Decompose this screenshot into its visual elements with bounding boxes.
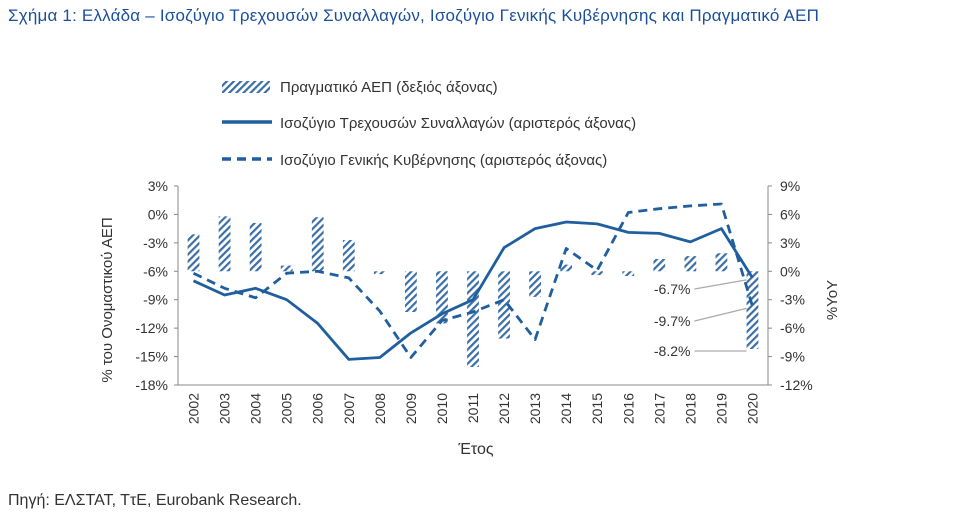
line-series [192, 202, 754, 361]
bar-series [187, 216, 759, 367]
annotation-leader [694, 307, 747, 322]
x-tick-label: 2015 [589, 393, 605, 424]
y-right-tick-label: 3% [780, 235, 800, 251]
x-tick-label: 2018 [682, 393, 698, 424]
chart-svg: Πραγματικό ΑΕΠ (δεξιός άξονας) Ισοζύγιο … [99, 79, 841, 458]
y-right-tick-label: 9% [780, 178, 800, 194]
gdp-bar [560, 264, 573, 272]
x-tick-label: 2012 [496, 393, 512, 424]
gdp-bar [715, 253, 728, 272]
figure-title: Σχήμα 1: Ελλάδα – Ισοζύγιο Τρεχουσών Συν… [8, 6, 820, 25]
gdp-bar [187, 234, 200, 272]
y-left-tick-label: 3% [148, 178, 168, 194]
legend: Πραγματικό ΑΕΠ (δεξιός άξονας) Ισοζύγιο … [222, 79, 636, 169]
annotation-label: -6.7% [654, 281, 691, 297]
annotations: -6.7% -9.7% -8.2% [654, 279, 747, 359]
annotation-label: -9.7% [654, 313, 691, 329]
annotation-label: -8.2% [654, 343, 691, 359]
x-tick-label: 2006 [310, 393, 326, 424]
x-tick-label: 2017 [651, 393, 667, 424]
annotation-leader [694, 279, 747, 290]
x-axis-title: Έτος [457, 441, 494, 458]
gdp-bar [311, 217, 324, 272]
y-left-tick-label: 0% [148, 206, 168, 222]
chart-panel: Πραγματικό ΑΕΠ (δεξιός άξονας) Ισοζύγιο … [99, 58, 870, 488]
y-right-tick-label: 6% [780, 206, 800, 222]
gdp-bar [373, 271, 386, 275]
gdp-bar [653, 258, 666, 272]
gdp-bar [218, 216, 231, 272]
x-tick-label: 2009 [403, 393, 419, 424]
x-tick-label: 2020 [744, 393, 760, 424]
legend-swatch-bar [222, 81, 270, 93]
y-left-tick-label: -6% [143, 263, 168, 279]
y-left-tick-label: -18% [135, 377, 168, 393]
gdp-bar [622, 271, 635, 277]
x-tick-label: 2013 [527, 393, 543, 424]
general-government-balance-line [192, 202, 754, 359]
y-right-tick-label: -12% [780, 377, 813, 393]
x-tick-label: 2010 [434, 393, 450, 424]
x-tick-label: 2014 [558, 393, 574, 424]
y-axis-right-title: %YoY [824, 280, 841, 320]
axes: 3% 0% -3% -6% -9% -12% -15% -18% 9% 6% 3% 0% -3% -6% -… [135, 178, 812, 424]
x-tick-label: 2002 [186, 393, 202, 424]
x-tick-label: 2005 [279, 393, 295, 424]
gdp-bar [404, 271, 417, 313]
current-account-balance-line [192, 220, 754, 361]
y-left-tick-label: -9% [143, 292, 168, 308]
x-tick-label: 2008 [372, 393, 388, 424]
x-tick-label: 2016 [620, 393, 636, 424]
gdp-bar [746, 271, 759, 349]
x-tick-label: 2004 [248, 393, 264, 424]
gdp-bar [684, 256, 697, 272]
y-right-tick-label: -3% [780, 292, 805, 308]
legend-label-current-account: Ισοζύγιο Τρεχουσών Συναλλαγών (αριστερός… [280, 115, 636, 132]
x-tick-label: 2007 [341, 393, 357, 424]
y-right-tick-label: 0% [780, 263, 800, 279]
x-tick-label: 2011 [465, 393, 481, 423]
y-right-tick-label: -9% [780, 349, 805, 365]
gdp-bar [529, 271, 542, 297]
gdp-bar [249, 222, 262, 272]
x-tick-label: 2003 [217, 393, 233, 424]
gdp-bar [591, 271, 604, 276]
gdp-bar [498, 271, 510, 339]
figure-source: Πηγή: ΕΛΣΤΑΤ, ΤτΕ, Eurobank Research. [8, 492, 302, 509]
gdp-bar [467, 271, 479, 367]
y-left-tick-label: -15% [135, 349, 168, 365]
gdp-bar [280, 265, 293, 272]
gdp-bar [342, 240, 355, 272]
x-tick-label: 2019 [713, 393, 729, 424]
legend-label-gdp: Πραγματικό ΑΕΠ (δεξιός άξονας) [280, 79, 498, 96]
gdp-bar [436, 271, 448, 324]
y-left-tick-label: -12% [135, 320, 168, 336]
y-left-tick-label: -3% [143, 235, 168, 251]
y-axis-left-title: % του Ονομαστικού ΑΕΠ [100, 217, 116, 382]
legend-label-general-government: Ισοζύγιο Γενικής Κυβέρνησης (αριστερός ά… [280, 152, 607, 169]
y-right-tick-label: -6% [780, 320, 805, 336]
